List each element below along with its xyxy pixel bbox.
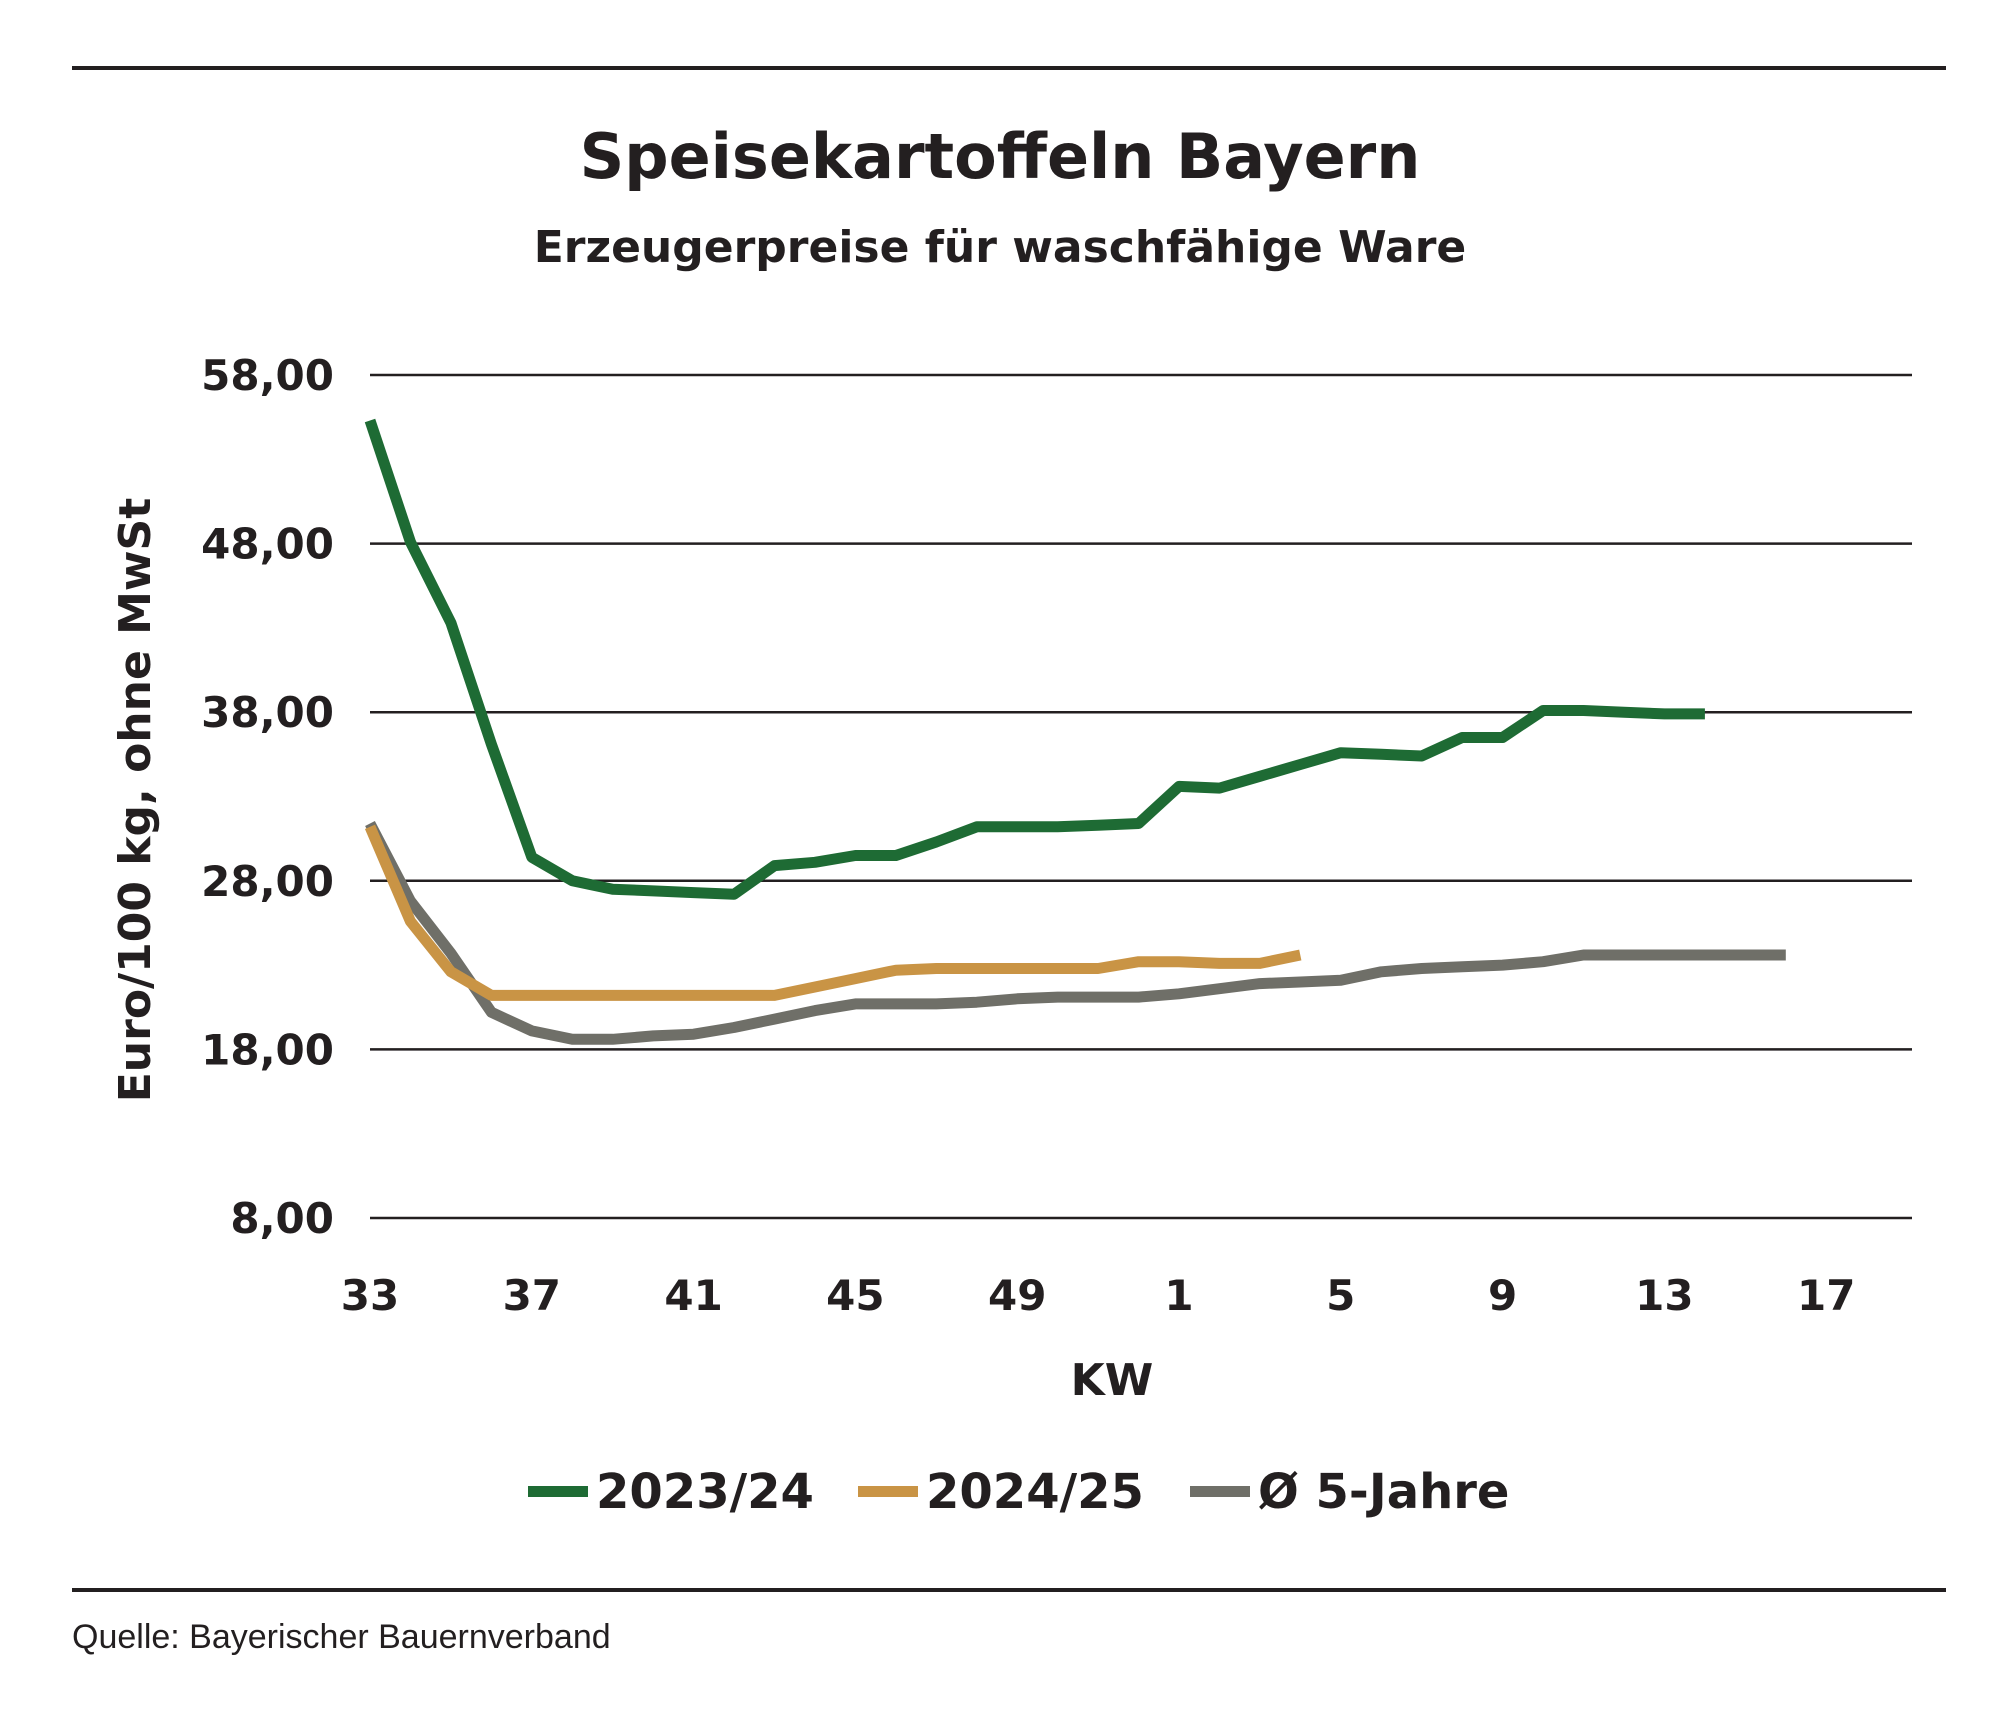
series-line-1	[364, 418, 1705, 900]
chart-subtitle: Erzeugerpreise für waschfähige Ware	[533, 222, 1467, 273]
series-lines	[364, 418, 1786, 1045]
x-tick-label: 37	[503, 1271, 561, 1320]
y-tick-label: 58,00	[201, 351, 334, 400]
chart-title: Speisekartoffeln Bayern	[579, 120, 1421, 193]
x-axis-title: KW	[1071, 1355, 1154, 1406]
legend-swatch	[858, 1486, 918, 1497]
x-tick-label: 9	[1488, 1271, 1517, 1320]
y-tick-label: 28,00	[201, 857, 334, 906]
series-line-3	[365, 820, 1786, 1045]
x-tick-label: 13	[1635, 1271, 1693, 1320]
source-note: Quelle: Bayerischer Bauernverband	[72, 1618, 611, 1656]
y-tick-label: 48,00	[201, 520, 334, 569]
bottom-rule	[72, 1588, 1946, 1592]
y-tick-label: 38,00	[201, 688, 334, 737]
legend-label: Ø 5-Jahre	[1258, 1464, 1509, 1520]
x-tick-label: 41	[664, 1271, 722, 1320]
y-axis-tick-labels: 58,00 48,00 38,00 28,00 18,00 8,00	[201, 351, 334, 1243]
gridlines	[370, 373, 1912, 1220]
x-tick-label: 49	[988, 1271, 1046, 1320]
y-axis-title: Euro/100 kg, ohne MwSt	[110, 498, 161, 1103]
x-tick-label: 45	[826, 1271, 884, 1320]
x-tick-label: 33	[341, 1271, 399, 1320]
legend-swatch	[528, 1486, 588, 1497]
x-tick-label: 5	[1326, 1271, 1355, 1320]
x-axis-tick-labels: 33 37 41 45 49 1 5 9 13 17	[341, 1271, 1856, 1320]
y-tick-label: 8,00	[230, 1194, 334, 1243]
y-tick-label: 18,00	[201, 1025, 334, 1074]
legend: 2023/24 2024/25 Ø 5-Jahre	[528, 1464, 1509, 1520]
top-rule	[72, 66, 1946, 70]
legend-swatch	[1190, 1486, 1250, 1497]
legend-label: 2023/24	[596, 1464, 814, 1520]
x-tick-label: 17	[1797, 1271, 1855, 1320]
legend-label: 2024/25	[926, 1464, 1144, 1520]
series-line-2	[364, 824, 1302, 1001]
x-tick-label: 1	[1164, 1271, 1193, 1320]
